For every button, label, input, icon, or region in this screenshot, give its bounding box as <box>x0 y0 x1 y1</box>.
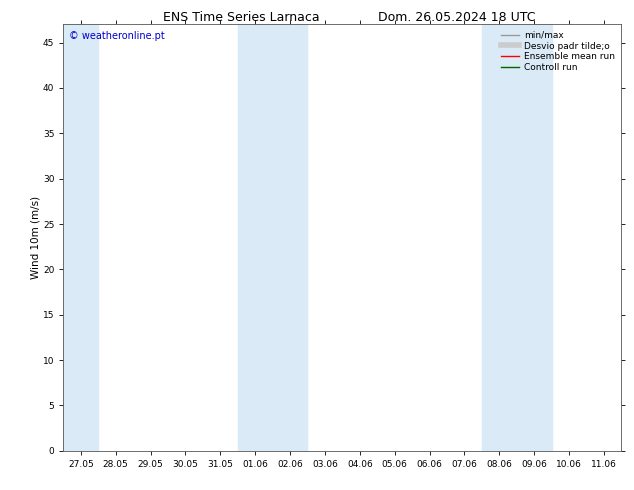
Text: Dom. 26.05.2024 18 UTC: Dom. 26.05.2024 18 UTC <box>378 11 535 24</box>
Bar <box>482 24 552 451</box>
Text: ENS Time Series Larnaca: ENS Time Series Larnaca <box>162 11 320 24</box>
Legend: min/max, Desvio padr tilde;o, Ensemble mean run, Controll run: min/max, Desvio padr tilde;o, Ensemble m… <box>498 27 619 76</box>
Bar <box>63 24 98 451</box>
Text: © weatheronline.pt: © weatheronline.pt <box>69 31 165 41</box>
Bar <box>238 24 307 451</box>
Y-axis label: Wind 10m (m/s): Wind 10m (m/s) <box>30 196 40 279</box>
